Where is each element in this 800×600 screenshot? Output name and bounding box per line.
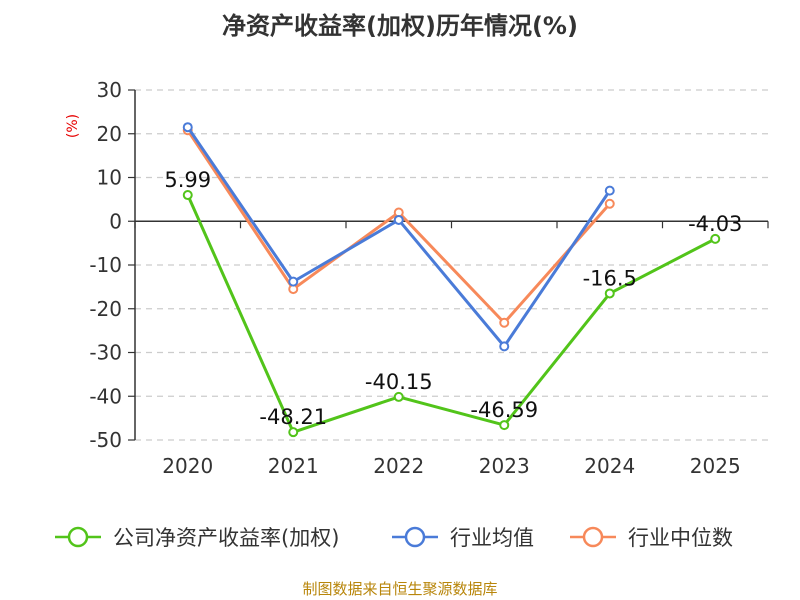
legend-swatch-marker <box>404 526 426 548</box>
legend: 公司净资产收益率(加权) 行业均值 行业中位数 <box>55 526 733 550</box>
legend-swatch-marker <box>582 526 604 548</box>
data-point <box>499 341 510 352</box>
data-point <box>499 317 510 328</box>
y-tick-label: 10 <box>97 166 122 190</box>
y-tick-labels: 30 20 10 0 -10 -20 -30 -40 -50 <box>89 78 122 452</box>
data-point <box>182 190 193 201</box>
data-labels: 5.99 -48.21 -40.15 -46.59 -16.5 -4.03 <box>164 168 742 429</box>
gridlines <box>135 89 768 441</box>
axes <box>128 89 769 441</box>
series-group <box>182 122 721 438</box>
x-tick-label: 2021 <box>268 454 319 478</box>
data-point <box>393 214 404 225</box>
series-line <box>186 129 611 325</box>
data-label: -16.5 <box>583 266 637 290</box>
source-note: 制图数据来自恒生聚源数据库 <box>302 580 497 598</box>
y-tick-label: 30 <box>97 78 122 102</box>
y-tick-label: 20 <box>97 122 122 146</box>
data-point <box>604 288 615 299</box>
series-line <box>186 126 611 348</box>
legend-label: 行业均值 <box>450 526 534 550</box>
y-tick-label: 0 <box>109 209 122 233</box>
x-tick-label: 2022 <box>373 454 424 478</box>
data-point <box>710 233 721 244</box>
x-tick-labels: 2020 2021 2022 2023 2024 2025 <box>162 454 740 478</box>
y-tick-label: -20 <box>89 297 122 321</box>
legend-label: 公司净资产收益率(加权) <box>113 526 339 550</box>
data-point <box>288 276 299 287</box>
data-point <box>604 198 615 209</box>
data-label: -40.15 <box>365 370 433 394</box>
data-label: -46.59 <box>470 398 538 422</box>
data-label: -48.21 <box>259 405 327 429</box>
y-tick-label: -10 <box>89 253 122 277</box>
chart-title: 净资产收益率(加权)历年情况(%) <box>222 12 578 40</box>
x-tick-label: 2025 <box>690 454 741 478</box>
data-point <box>499 420 510 431</box>
x-tick-label: 2023 <box>479 454 530 478</box>
data-point <box>604 185 615 196</box>
data-point <box>182 122 193 133</box>
data-point <box>393 391 404 402</box>
data-point <box>288 427 299 438</box>
y-axis-label: (%) <box>65 114 81 138</box>
data-label: -4.03 <box>688 212 742 236</box>
y-tick-label: -30 <box>89 341 122 365</box>
x-tick-label: 2020 <box>162 454 213 478</box>
series-line <box>186 194 716 434</box>
y-tick-label: -40 <box>89 384 122 408</box>
legend-label: 行业中位数 <box>628 526 733 550</box>
y-tick-label: -50 <box>89 428 122 452</box>
x-tick-label: 2024 <box>584 454 635 478</box>
data-label: 5.99 <box>164 168 211 192</box>
legend-swatch-marker <box>67 526 89 548</box>
